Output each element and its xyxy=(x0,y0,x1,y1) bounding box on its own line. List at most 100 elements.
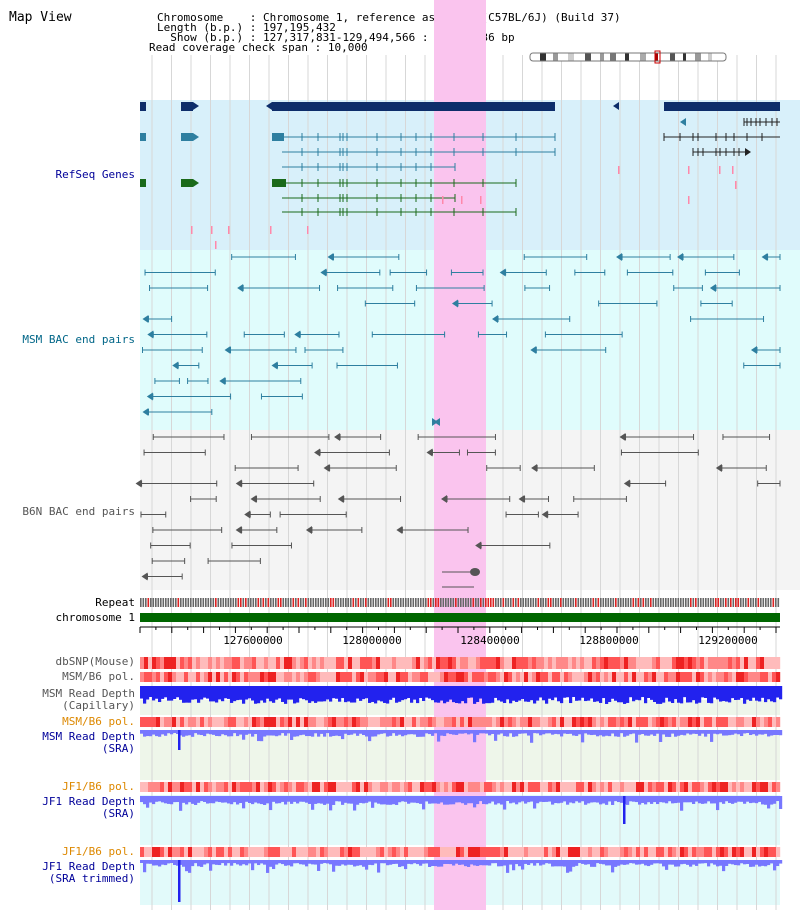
track-label-msm-depth-capillary[interactable]: MSM Read Depth (Capillary) xyxy=(0,688,135,712)
jf1-trim-depth-bar xyxy=(731,860,735,865)
track-label-dbsnp[interactable]: dbSNP(Mouse) xyxy=(55,655,135,668)
msm-b6-pol2-heat-cell xyxy=(572,717,577,727)
jf1-b6-pol2-heat-cell xyxy=(592,847,597,857)
msm-capillary-depth-bar xyxy=(521,686,525,700)
msm-b6-pol-heat-cell xyxy=(644,672,649,682)
jf1-b6-pol-heat-cell xyxy=(456,782,461,792)
jf1-trim-depth-bar xyxy=(467,860,471,867)
repeat-mark xyxy=(400,598,402,607)
jf1-sra-depth-bar xyxy=(611,796,615,805)
dbsnp-heat-cell xyxy=(592,657,597,669)
jf1-b6-pol2-heat-cell xyxy=(528,847,533,857)
track-label-msm-b6-pol-2[interactable]: MSM/B6 pol. xyxy=(62,715,135,728)
jf1-b6-pol-heat-cell xyxy=(632,782,637,792)
dbsnp-heat-cell xyxy=(640,657,645,669)
dbsnp-heat-cell xyxy=(316,657,321,669)
jf1-b6-pol-heat-cell xyxy=(492,782,497,792)
repeat-mark xyxy=(740,598,742,607)
dbsnp-heat-cell xyxy=(248,657,253,669)
dbsnp-heat-cell xyxy=(532,657,537,669)
msm-b6-pol-heat-cell xyxy=(316,672,321,682)
dbsnp-heat-cell xyxy=(260,657,265,669)
jf1-sra-depth-bar xyxy=(620,796,624,803)
msm-capillary-depth-bar xyxy=(671,686,675,704)
repeat-mark xyxy=(472,598,475,607)
track-label-jf1-depth-trimmed[interactable]: JF1 Read Depth (SRA trimmed) xyxy=(0,861,135,885)
jf1-b6-pol-heat-cell xyxy=(400,782,405,792)
dbsnp-heat-cell xyxy=(252,657,257,669)
repeat-mark xyxy=(222,598,225,607)
msm-b6-pol-heat-cell xyxy=(264,672,269,682)
repeat-mark xyxy=(212,598,215,607)
repeat-mark xyxy=(142,598,145,607)
dbsnp-heat-cell xyxy=(156,657,161,669)
track-label-jf1-b6-pol-1[interactable]: JF1/B6 pol. xyxy=(62,780,135,793)
repeat-mark xyxy=(145,598,147,607)
jf1-b6-pol2-heat-cell xyxy=(508,847,513,857)
msm-sra-depth-bar xyxy=(527,730,531,736)
gene-strand-arrow xyxy=(680,118,686,126)
msm-sra-depth-bar xyxy=(467,730,471,735)
repeat-mark xyxy=(577,598,580,607)
msm-b6-pol2-heat-cell xyxy=(656,717,661,727)
track-label-msm-bac[interactable]: MSM BAC end pairs xyxy=(22,333,135,346)
jf1-b6-pol2-heat-cell xyxy=(696,847,701,857)
msm-sra-depth-bar xyxy=(617,730,621,737)
msm-capillary-depth-bar xyxy=(416,686,420,704)
msm-b6-pol2-heat-cell xyxy=(264,717,269,727)
jf1-b6-pol-heat-cell xyxy=(624,782,629,792)
chromosome-key: Chromosome xyxy=(157,11,224,24)
jf1-b6-pol2-heat-cell xyxy=(216,847,221,857)
msm-b6-pol2-heat-cell xyxy=(744,717,749,727)
msm-b6-pol2-heat-cell xyxy=(252,717,257,727)
jf1-b6-pol2-heat-cell xyxy=(564,847,569,857)
msm-sra-depth-bar xyxy=(278,730,282,736)
track-label-msm-depth-sra[interactable]: MSM Read Depth (SRA) xyxy=(0,731,135,755)
msm-b6-pol-heat-cell xyxy=(320,672,325,682)
msm-sra-depth-bar xyxy=(140,730,144,734)
msm-b6-pol-heat-cell xyxy=(356,672,361,682)
jf1-b6-pol2-heat-cell xyxy=(524,847,529,857)
track-label-refseq-genes[interactable]: RefSeq Genes xyxy=(55,168,135,181)
msm-sra-depth-bar xyxy=(272,730,276,736)
track-label-b6n-bac[interactable]: B6N BAC end pairs xyxy=(22,505,135,518)
bac-end-arrow xyxy=(518,495,525,503)
repeat-mark xyxy=(382,598,385,607)
msm-capillary-depth-bar xyxy=(776,686,780,698)
track-label-chromosome[interactable]: chromosome 1 xyxy=(55,611,135,624)
dbsnp-heat-cell xyxy=(320,657,325,669)
jf1-trim-depth-bar xyxy=(773,860,777,871)
msm-sra-depth-bar xyxy=(602,730,606,737)
jf1-sra-depth-bar xyxy=(431,796,435,804)
track-label-msm-b6-pol-1[interactable]: MSM/B6 pol. xyxy=(62,670,135,683)
bac-end-arrow xyxy=(541,510,548,519)
jf1-trim-depth-bar xyxy=(599,860,603,864)
dbsnp-heat-cell xyxy=(412,657,417,669)
msm-sra-depth-bar xyxy=(329,730,333,737)
track-label-jf1-depth-sra[interactable]: JF1 Read Depth (SRA) xyxy=(0,796,135,820)
jf1-trim-depth-bar xyxy=(722,860,726,872)
msm-sra-depth-bar xyxy=(257,730,261,742)
msm-b6-pol-heat-cell xyxy=(484,672,489,682)
msm-b6-pol-heat-cell xyxy=(224,672,229,682)
msm-b6-pol2-heat-cell xyxy=(480,717,485,727)
msm-b6-pol2-heat-cell xyxy=(468,717,473,727)
msm-b6-pol-heat-cell xyxy=(764,672,769,682)
repeat-mark xyxy=(647,598,650,607)
snp-mark xyxy=(688,196,690,204)
snp-mark xyxy=(215,241,217,249)
repeat-mark xyxy=(557,598,560,607)
repeat-mark xyxy=(490,598,492,607)
repeat-mark xyxy=(172,598,175,607)
jf1-sra-depth-bar xyxy=(326,796,330,804)
track-label-jf1-b6-pol-2[interactable]: JF1/B6 pol. xyxy=(62,845,135,858)
repeat-mark xyxy=(250,598,252,607)
jf1-b6-pol2-heat-cell xyxy=(180,847,185,857)
track-label-repeat[interactable]: Repeat xyxy=(95,596,135,609)
jf1-trim-depth-bar xyxy=(578,860,582,864)
repeat-mark xyxy=(447,598,450,607)
msm-capillary-depth-bar xyxy=(332,686,336,699)
repeat-mark xyxy=(622,598,625,607)
msm-sra-depth-bar xyxy=(701,730,705,734)
msm-b6-pol2-heat-cell xyxy=(692,717,697,727)
